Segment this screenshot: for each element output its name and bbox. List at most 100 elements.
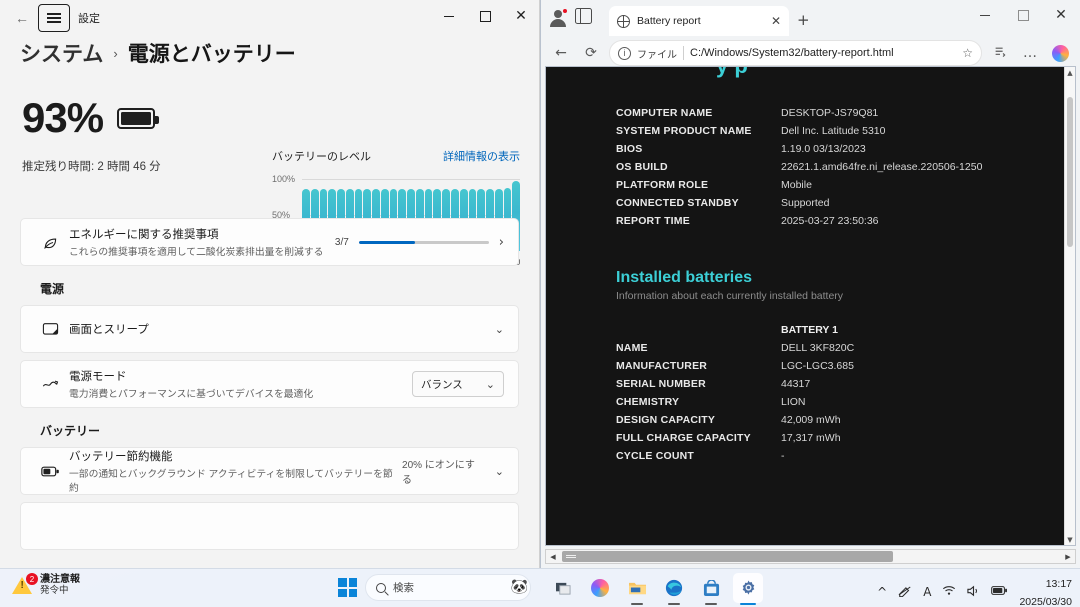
battery-icon[interactable] <box>991 585 1008 599</box>
address-bar-url: C:/Windows/System32/battery-report.html <box>690 47 894 59</box>
new-tab-button[interactable]: + <box>797 11 810 29</box>
edge-tabstrip: Battery report ✕ + ✕ <box>541 0 1080 36</box>
power-mode-combobox[interactable]: バランス ⌄ <box>412 371 504 397</box>
back-icon[interactable]: ← <box>15 10 29 26</box>
divider <box>683 46 684 60</box>
scroll-left-icon[interactable]: ◀ <box>550 552 556 561</box>
tray-overflow-icon[interactable]: ^ <box>877 585 888 600</box>
horizontal-scroll-thumb[interactable] <box>562 551 893 562</box>
ime-a-icon[interactable]: A <box>923 585 932 600</box>
power-mode-text: 電源モード 電力消費とパフォーマンスに基づいてデバイスを最適化 <box>65 368 412 400</box>
taskbar-apps <box>548 573 763 605</box>
favorite-star-icon[interactable]: ☆ <box>962 46 973 60</box>
battery-info-row: SERIAL NUMBER 44317 <box>616 378 1075 390</box>
battery-saver-subtitle: 一部の通知とバックグラウンド アクティビティを制限してバッテリーを節約 <box>69 469 393 494</box>
settings-content: エネルギーに関する推奨事項 これらの推奨事項を適用して二酸化炭素排出量を削減する… <box>0 218 539 550</box>
system-info-row-value: Supported <box>781 197 830 209</box>
search-input[interactable]: 検索 🐼 <box>365 574 531 601</box>
start-button[interactable] <box>338 578 357 597</box>
task-view-button[interactable] <box>548 573 578 603</box>
chevron-down-icon: ⌄ <box>485 377 495 391</box>
installed-batteries-subtitle: Information about each currently install… <box>616 290 844 302</box>
scroll-up-icon[interactable]: ▲ <box>1067 68 1073 77</box>
battery-section-title: バッテリー <box>40 424 101 438</box>
weather-text: 濃注意報 発令中 <box>40 574 80 596</box>
minimize-icon[interactable] <box>431 0 467 32</box>
hamburger-menu-icon[interactable] <box>38 4 70 32</box>
close-icon[interactable]: ✕ <box>515 8 527 24</box>
system-info-row-key: PLATFORM ROLE <box>616 179 709 191</box>
battery-info-row: FULL CHARGE CAPACITY 17,317 mWh <box>616 432 1075 444</box>
system-info-row-value: 22621.1.amd64fre.ni_release.220506-1250 <box>781 161 983 173</box>
system-info-row-value: Mobile <box>781 179 812 191</box>
breadcrumb-root[interactable]: システム <box>20 43 104 66</box>
scroll-down-icon[interactable]: ▼ <box>1067 535 1073 544</box>
address-bar[interactable]: i ファイル C:/Windows/System32/battery-repor… <box>609 40 982 66</box>
battery-info-row: DESIGN CAPACITY 42,009 mWh <box>616 414 1075 426</box>
vertical-scrollbar[interactable]: ▲ ▼ <box>1064 67 1075 545</box>
chevron-down-icon[interactable]: ⌄ <box>494 322 504 336</box>
power-section-title: 電源 <box>40 282 65 296</box>
info-icon[interactable]: i <box>618 46 631 60</box>
minimize-icon[interactable] <box>966 0 1004 30</box>
power-mode-value: バランス <box>421 378 463 391</box>
energy-progress-bar <box>358 240 489 244</box>
copilot-button[interactable] <box>585 573 615 603</box>
globe-icon <box>617 14 630 28</box>
close-icon[interactable]: ✕ <box>1055 7 1067 23</box>
browser-tab[interactable]: Battery report ✕ <box>609 6 789 36</box>
horizontal-scroll-track[interactable] <box>560 551 1061 562</box>
battery-info-list: NAME DELL 3KF820C MANUFACTURER LGC-LGC3.685… <box>616 342 1075 462</box>
battery-usage-row-partial[interactable] <box>20 502 519 550</box>
file-explorer-button[interactable] <box>622 573 652 605</box>
chart-ytick-50: 50% <box>272 210 291 220</box>
profile-avatar[interactable] <box>549 8 568 27</box>
wifi-icon[interactable] <box>942 585 956 599</box>
screen-and-sleep-title: 画面とスリープ <box>69 324 149 336</box>
vertical-scroll-thumb[interactable] <box>1067 97 1073 247</box>
system-info-row-value: DESKTOP-JS79Q81 <box>781 107 879 119</box>
clock[interactable]: 13:17 2025/03/30 <box>1019 574 1072 607</box>
more-options-icon[interactable]: … <box>1023 45 1037 61</box>
horizontal-scrollbar[interactable]: ◀ ▶ <box>545 549 1076 564</box>
system-info-row-key: COMPUTER NAME <box>616 107 713 119</box>
edge-button[interactable] <box>659 573 689 605</box>
taskbar: ! 2 濃注意報 発令中 検索 🐼 <box>0 568 1080 607</box>
battery-info-row-key: CYCLE COUNT <box>616 450 695 462</box>
battery-info-row-key: MANUFACTURER <box>616 360 708 372</box>
chart-gridline <box>302 179 520 180</box>
battery-saver-title: バッテリー節約機能 <box>69 451 173 463</box>
taskbar-weather-widget[interactable]: ! 2 濃注意報 発令中 <box>12 573 80 596</box>
pen-icon[interactable] <box>898 584 912 600</box>
energy-recommendations-card[interactable]: エネルギーに関する推奨事項 これらの推奨事項を適用して二酸化炭素排出量を削減する… <box>20 218 519 266</box>
settings-button[interactable] <box>733 573 763 605</box>
settings-window: ← 設定 ✕ システム › 電源とバッテリー 93% 推定残り時間: 2 時間 … <box>0 0 540 568</box>
back-icon[interactable]: ← <box>555 45 567 61</box>
maximize-icon[interactable] <box>1004 0 1042 30</box>
copilot-icon[interactable] <box>1048 41 1072 65</box>
battery-info-row-key: DESIGN CAPACITY <box>616 414 716 426</box>
weather-warning-icon: ! 2 <box>12 573 38 595</box>
file-chip-label: ファイル <box>637 49 677 61</box>
system-info-row-key: OS BUILD <box>616 161 668 173</box>
close-tab-icon[interactable]: ✕ <box>770 14 781 28</box>
reload-icon[interactable]: ⟳ <box>585 45 597 61</box>
system-info-row: REPORT TIME 2025-03-27 23:50:36 <box>616 215 1075 227</box>
view-details-link[interactable]: 詳細情報の表示 <box>443 151 520 163</box>
microsoft-store-button[interactable] <box>696 573 726 605</box>
volume-icon[interactable] <box>967 585 980 600</box>
power-mode-title: 電源モード <box>69 371 127 383</box>
system-info-row-value: 2025-03-27 23:50:36 <box>781 215 879 227</box>
scroll-right-icon[interactable]: ▶ <box>1065 552 1071 561</box>
collections-icon[interactable] <box>988 41 1012 65</box>
screen-and-sleep-row[interactable]: 画面とスリープ ⌄ <box>20 305 519 353</box>
chevron-right-icon[interactable]: › <box>498 234 504 250</box>
power-mode-row[interactable]: 電源モード 電力消費とパフォーマンスに基づいてデバイスを最適化 バランス ⌄ <box>20 360 519 408</box>
maximize-icon[interactable] <box>467 0 503 32</box>
system-info-row-value: 1.19.0 03/13/2023 <box>781 143 866 155</box>
battery-saver-row[interactable]: バッテリー節約機能 一部の通知とバックグラウンド アクティビティを制限してバッテ… <box>20 447 519 495</box>
battery-saver-control: 20% にオンにする ⌄ <box>402 456 504 486</box>
energy-card-text: エネルギーに関する推奨事項 これらの推奨事項を適用して二酸化炭素排出量を削減する <box>65 226 335 258</box>
chevron-down-icon[interactable]: ⌄ <box>494 464 504 478</box>
tab-actions-icon[interactable] <box>575 8 592 24</box>
